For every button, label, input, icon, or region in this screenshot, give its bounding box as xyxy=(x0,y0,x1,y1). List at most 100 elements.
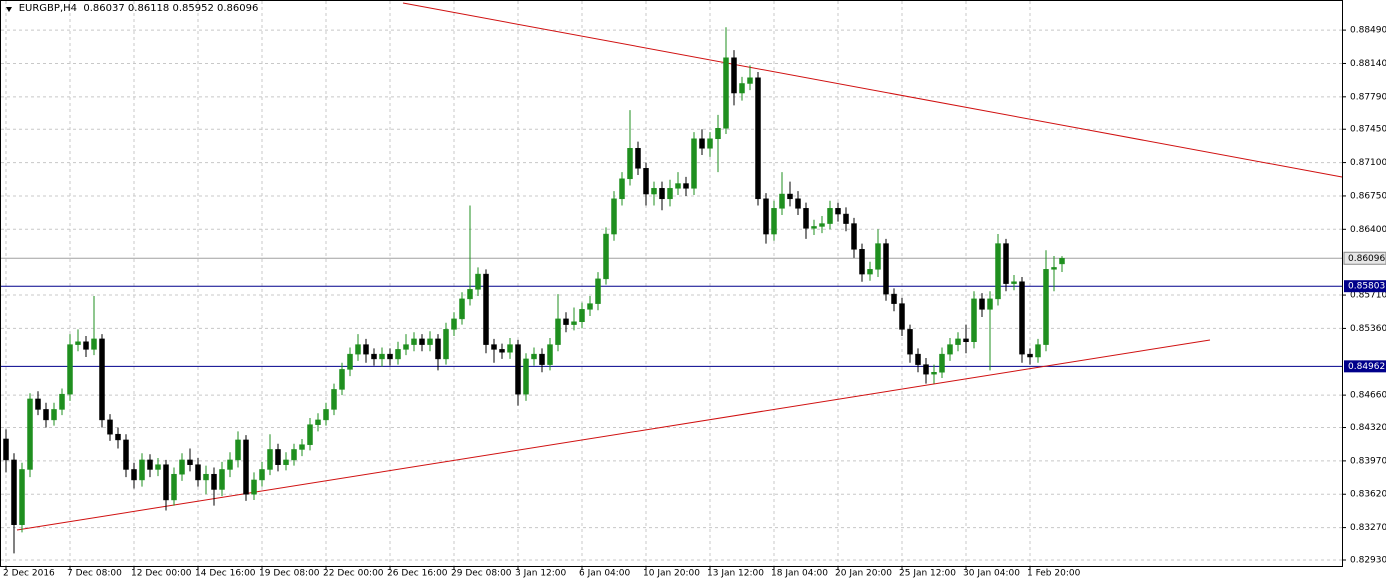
candle-body xyxy=(59,393,65,410)
candle-body xyxy=(251,479,257,495)
candle-body xyxy=(379,353,385,360)
candle-body xyxy=(243,439,249,495)
x-tick-label: 22 Dec 00:00 xyxy=(323,569,384,579)
candle-body xyxy=(1027,353,1033,358)
candle-body xyxy=(27,398,33,470)
x-tick-label: 14 Dec 16:00 xyxy=(195,569,256,579)
candle-body xyxy=(347,353,353,370)
candle-body xyxy=(931,372,937,375)
candle-body xyxy=(883,243,889,295)
x-tick-label: 12 Dec 00:00 xyxy=(131,569,192,579)
candle-body xyxy=(187,459,193,465)
candle-body xyxy=(171,473,177,501)
candle-body xyxy=(963,338,969,343)
current-price-box xyxy=(1343,251,1386,265)
candle-body xyxy=(155,464,161,470)
levels xyxy=(1,257,1342,367)
candle-body xyxy=(195,464,201,481)
candle-body xyxy=(179,459,185,475)
candle-body xyxy=(795,198,801,209)
symbol: EURGBP,H4 xyxy=(18,3,78,14)
candle-body xyxy=(131,469,137,481)
candle-body xyxy=(283,459,289,465)
candle-body xyxy=(771,208,777,235)
x-tick-label: 6 Jan 04:00 xyxy=(579,569,631,579)
candle-body xyxy=(835,208,841,215)
candle-body xyxy=(259,469,265,481)
candle-body xyxy=(819,223,825,227)
candle-body xyxy=(1043,269,1049,345)
level-box xyxy=(1344,280,1386,293)
candle-body xyxy=(699,138,705,149)
candle-body xyxy=(971,298,977,343)
candle-body xyxy=(643,168,649,195)
candle-body xyxy=(907,329,913,355)
candle-body xyxy=(651,188,657,195)
candle-body xyxy=(419,338,425,345)
candle-body xyxy=(859,249,865,275)
candle-body xyxy=(467,289,473,300)
candle-body xyxy=(779,193,785,209)
x-tick-label: 30 Jan 04:00 xyxy=(963,569,1020,579)
candle-body xyxy=(659,188,665,200)
candle-body xyxy=(267,449,273,470)
candle-body xyxy=(331,389,337,410)
y-tick-label: 0.88490 xyxy=(1350,26,1386,36)
x-tick-label: 7 Dec 08:00 xyxy=(67,569,122,579)
candle-body xyxy=(875,243,881,270)
candle-body xyxy=(499,349,505,353)
candle-body xyxy=(107,419,113,435)
candles xyxy=(3,27,1065,554)
candle-body xyxy=(811,226,817,229)
candle-body xyxy=(923,364,929,375)
chart-header: EURGBP,H4 0.86037 0.86118 0.85952 0.8609… xyxy=(6,3,259,14)
candle-body xyxy=(987,298,993,310)
candle-body xyxy=(395,349,401,360)
x-tick-label: 29 Dec 08:00 xyxy=(451,569,512,579)
current-price-label: 0.86096 xyxy=(1348,254,1385,264)
y-tick-label: 0.85360 xyxy=(1350,324,1386,334)
open: 0.86037 xyxy=(83,3,125,14)
candle-body xyxy=(1011,281,1017,284)
candle-body xyxy=(955,338,961,345)
candle-body xyxy=(579,309,585,322)
candle-body xyxy=(635,148,641,169)
y-tick-label: 0.87100 xyxy=(1350,158,1386,168)
candle-body xyxy=(523,358,529,395)
axes: 0.88490 0.88140 0.87790 0.87450 0.87100 0.867… xyxy=(3,26,1386,579)
candle-body xyxy=(891,293,897,304)
candle-body xyxy=(315,419,321,425)
candle-body xyxy=(1035,344,1041,358)
candle-body xyxy=(1051,267,1057,270)
candle-body xyxy=(619,178,625,200)
x-tick-label: 19 Dec 08:00 xyxy=(259,569,320,579)
candle-body xyxy=(435,338,441,360)
candle-body xyxy=(739,83,745,94)
candle-body xyxy=(691,138,697,189)
candle-body xyxy=(35,398,41,410)
candle-body xyxy=(139,459,145,481)
x-tick-label: 2 Dec 2016 xyxy=(3,569,55,579)
candle-body xyxy=(291,449,297,461)
candle-body xyxy=(147,459,153,470)
candle-body xyxy=(851,223,857,250)
candle-body xyxy=(515,344,521,395)
menu-triangle[interactable] xyxy=(6,7,12,12)
candle-body xyxy=(1059,258,1065,265)
y-tick-label: 0.86400 xyxy=(1350,225,1386,235)
candle-body xyxy=(43,409,49,421)
candle-body xyxy=(667,188,673,200)
candle-body xyxy=(371,353,377,360)
y-tick-label: 0.83270 xyxy=(1350,523,1386,533)
candle-body xyxy=(915,353,921,365)
candle-body xyxy=(203,473,209,481)
y-tick-label: 0.86750 xyxy=(1350,191,1386,201)
x-tick-label: 3 Jan 12:00 xyxy=(515,569,567,579)
candle-body xyxy=(763,198,769,235)
candle-body xyxy=(1003,243,1009,284)
candle-body xyxy=(563,318,569,325)
candle-body xyxy=(683,183,689,189)
candle-body xyxy=(507,344,513,353)
x-tick-label: 10 Jan 20:00 xyxy=(643,569,700,579)
